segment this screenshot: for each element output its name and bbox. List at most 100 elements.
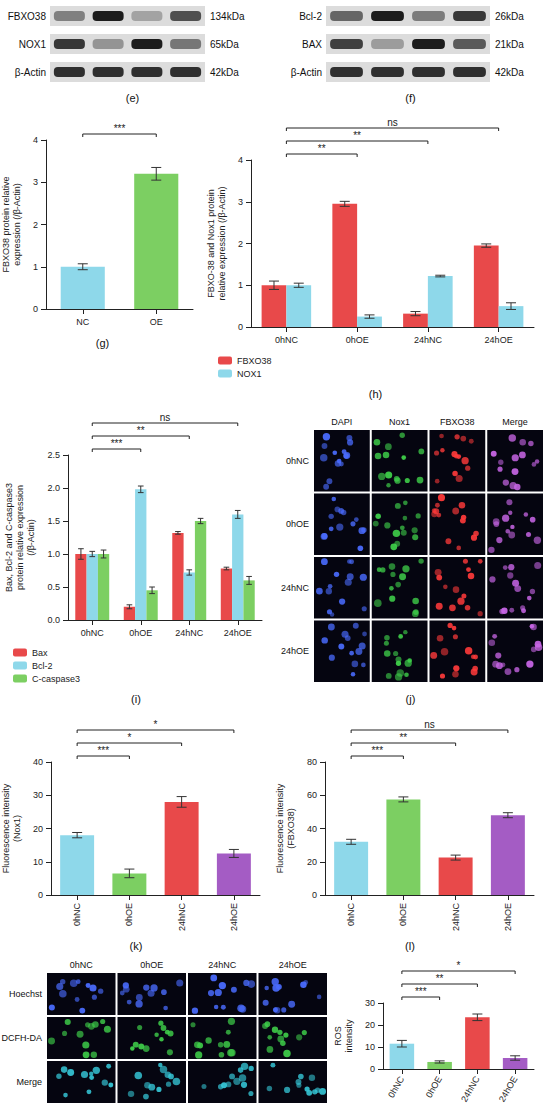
svg-text:Fluorescence intensity: Fluorescence intensity <box>1 783 11 873</box>
svg-text:intensity: intensity <box>344 1019 354 1053</box>
svg-text:4: 4 <box>238 155 243 165</box>
svg-text:65kDa: 65kDa <box>210 39 239 50</box>
svg-text:*: * <box>154 719 158 730</box>
svg-text:2.5: 2.5 <box>47 450 60 460</box>
svg-text:0hNC: 0hNC <box>386 1074 406 1099</box>
svg-text:24hNC: 24hNC <box>175 628 204 638</box>
svg-text:3: 3 <box>238 197 243 207</box>
svg-text:0hNC: 0hNC <box>286 456 310 466</box>
svg-text:20: 20 <box>33 824 43 834</box>
svg-text:NC: NC <box>76 317 89 327</box>
svg-text:Bcl-2: Bcl-2 <box>299 11 322 22</box>
svg-text:0hNC: 0hNC <box>275 335 299 345</box>
svg-text:ns: ns <box>424 719 435 730</box>
svg-text:30: 30 <box>365 998 375 1008</box>
svg-text:24hNC: 24hNC <box>281 583 310 593</box>
svg-text:24hNC: 24hNC <box>177 903 187 932</box>
svg-text:24hNC: 24hNC <box>414 335 443 345</box>
svg-text:(FBXO38): (FBXO38) <box>286 808 296 849</box>
svg-text:1: 1 <box>33 262 38 272</box>
svg-text:24hOE: 24hOE <box>224 628 252 638</box>
svg-text:24hNC: 24hNC <box>451 903 461 932</box>
svg-text:21kDa: 21kDa <box>495 39 524 50</box>
svg-text:protein relative expression: protein relative expression <box>15 485 25 590</box>
svg-text:β-Actin: β-Actin <box>291 67 322 78</box>
svg-text:0: 0 <box>238 322 243 332</box>
svg-text:0hOE: 0hOE <box>346 335 369 345</box>
svg-text:0: 0 <box>38 890 43 900</box>
svg-text:24hOE: 24hOE <box>485 335 513 345</box>
svg-text:***: *** <box>114 123 126 134</box>
svg-text:4: 4 <box>33 135 38 145</box>
svg-text:26kDa: 26kDa <box>495 11 524 22</box>
svg-text:24hOE: 24hOE <box>279 960 307 970</box>
svg-text:24hOE: 24hOE <box>503 903 513 931</box>
svg-text:***: *** <box>371 745 383 756</box>
svg-text:ROS: ROS <box>333 1026 343 1046</box>
svg-text:**: ** <box>137 425 145 436</box>
svg-text:Bcl-2: Bcl-2 <box>32 661 53 671</box>
svg-text:0hOE: 0hOE <box>140 960 163 970</box>
svg-text:FBXO-38 and Nox1 protein: FBXO-38 and Nox1 protein <box>206 189 216 298</box>
svg-text:BAX: BAX <box>302 39 322 50</box>
svg-text:24hOE: 24hOE <box>229 903 239 931</box>
svg-text:NOX1: NOX1 <box>19 39 47 50</box>
svg-text:0: 0 <box>312 890 317 900</box>
svg-text:Bax, Bcl-2 and C-caspase3: Bax, Bcl-2 and C-caspase3 <box>4 483 14 592</box>
svg-text:0: 0 <box>33 304 38 314</box>
svg-text:0.5: 0.5 <box>47 582 60 592</box>
svg-text:OE: OE <box>150 317 163 327</box>
svg-text:(/β-Actin): (/β-Actin) <box>26 519 36 556</box>
svg-text:Fluorescence intensity: Fluorescence intensity <box>275 783 285 873</box>
svg-text:0hOE: 0hOE <box>286 519 309 529</box>
svg-text:***: *** <box>97 745 109 756</box>
svg-text:Hoechst: Hoechst <box>9 989 43 999</box>
svg-text:DCFH-DA: DCFH-DA <box>2 1033 43 1043</box>
svg-text:FBXO38 protein relative: FBXO38 protein relative <box>1 176 11 272</box>
svg-text:2: 2 <box>33 220 38 230</box>
svg-text:FBXO38: FBXO38 <box>237 356 272 366</box>
svg-text:0hNC: 0hNC <box>72 903 82 927</box>
svg-text:42kDa: 42kDa <box>495 67 524 78</box>
svg-text:24hNC: 24hNC <box>459 1074 482 1104</box>
svg-text:FBXO38: FBXO38 <box>8 11 47 22</box>
svg-text:NOX1: NOX1 <box>237 369 262 379</box>
svg-text:C-caspase3: C-caspase3 <box>32 674 80 684</box>
svg-text:**: ** <box>399 732 407 743</box>
svg-text:Merge: Merge <box>16 1077 42 1087</box>
svg-text:134kDa: 134kDa <box>210 11 245 22</box>
svg-text:60: 60 <box>307 790 317 800</box>
svg-text:24hNC: 24hNC <box>208 960 237 970</box>
svg-text:***: *** <box>111 438 123 449</box>
svg-text:0hOE: 0hOE <box>124 903 134 926</box>
svg-text:β-Actin: β-Actin <box>15 67 46 78</box>
svg-text:(Nox1): (Nox1) <box>12 815 22 842</box>
svg-text:Bax: Bax <box>32 648 48 658</box>
svg-text:*: * <box>457 960 461 971</box>
svg-text:20: 20 <box>365 1020 375 1030</box>
svg-text:DAPI: DAPI <box>331 417 352 427</box>
svg-text:Nox1: Nox1 <box>389 417 410 427</box>
svg-text:0: 0 <box>370 1064 375 1074</box>
svg-text:1.5: 1.5 <box>47 516 60 526</box>
svg-text:3: 3 <box>33 177 38 187</box>
svg-text:1: 1 <box>238 280 243 290</box>
svg-text:0hNC: 0hNC <box>81 628 105 638</box>
svg-text:relative expression (/β-Actin): relative expression (/β-Actin) <box>217 186 227 300</box>
svg-text:***: *** <box>415 986 427 997</box>
svg-text:*: * <box>127 732 131 743</box>
svg-text:0.0: 0.0 <box>47 615 60 625</box>
svg-text:**: ** <box>436 973 444 984</box>
svg-text:40: 40 <box>33 757 43 767</box>
svg-text:2.0: 2.0 <box>47 483 60 493</box>
svg-text:1.0: 1.0 <box>47 549 60 559</box>
svg-text:30: 30 <box>33 790 43 800</box>
svg-text:40: 40 <box>307 824 317 834</box>
svg-text:expression (/β-Actin): expression (/β-Actin) <box>12 183 22 266</box>
svg-text:10: 10 <box>365 1042 375 1052</box>
svg-text:0hNC: 0hNC <box>70 960 94 970</box>
svg-text:42kDa: 42kDa <box>210 67 239 78</box>
svg-text:Merge: Merge <box>502 417 528 427</box>
svg-text:24hOE: 24hOE <box>497 1075 520 1104</box>
svg-text:0hNC: 0hNC <box>346 903 356 927</box>
